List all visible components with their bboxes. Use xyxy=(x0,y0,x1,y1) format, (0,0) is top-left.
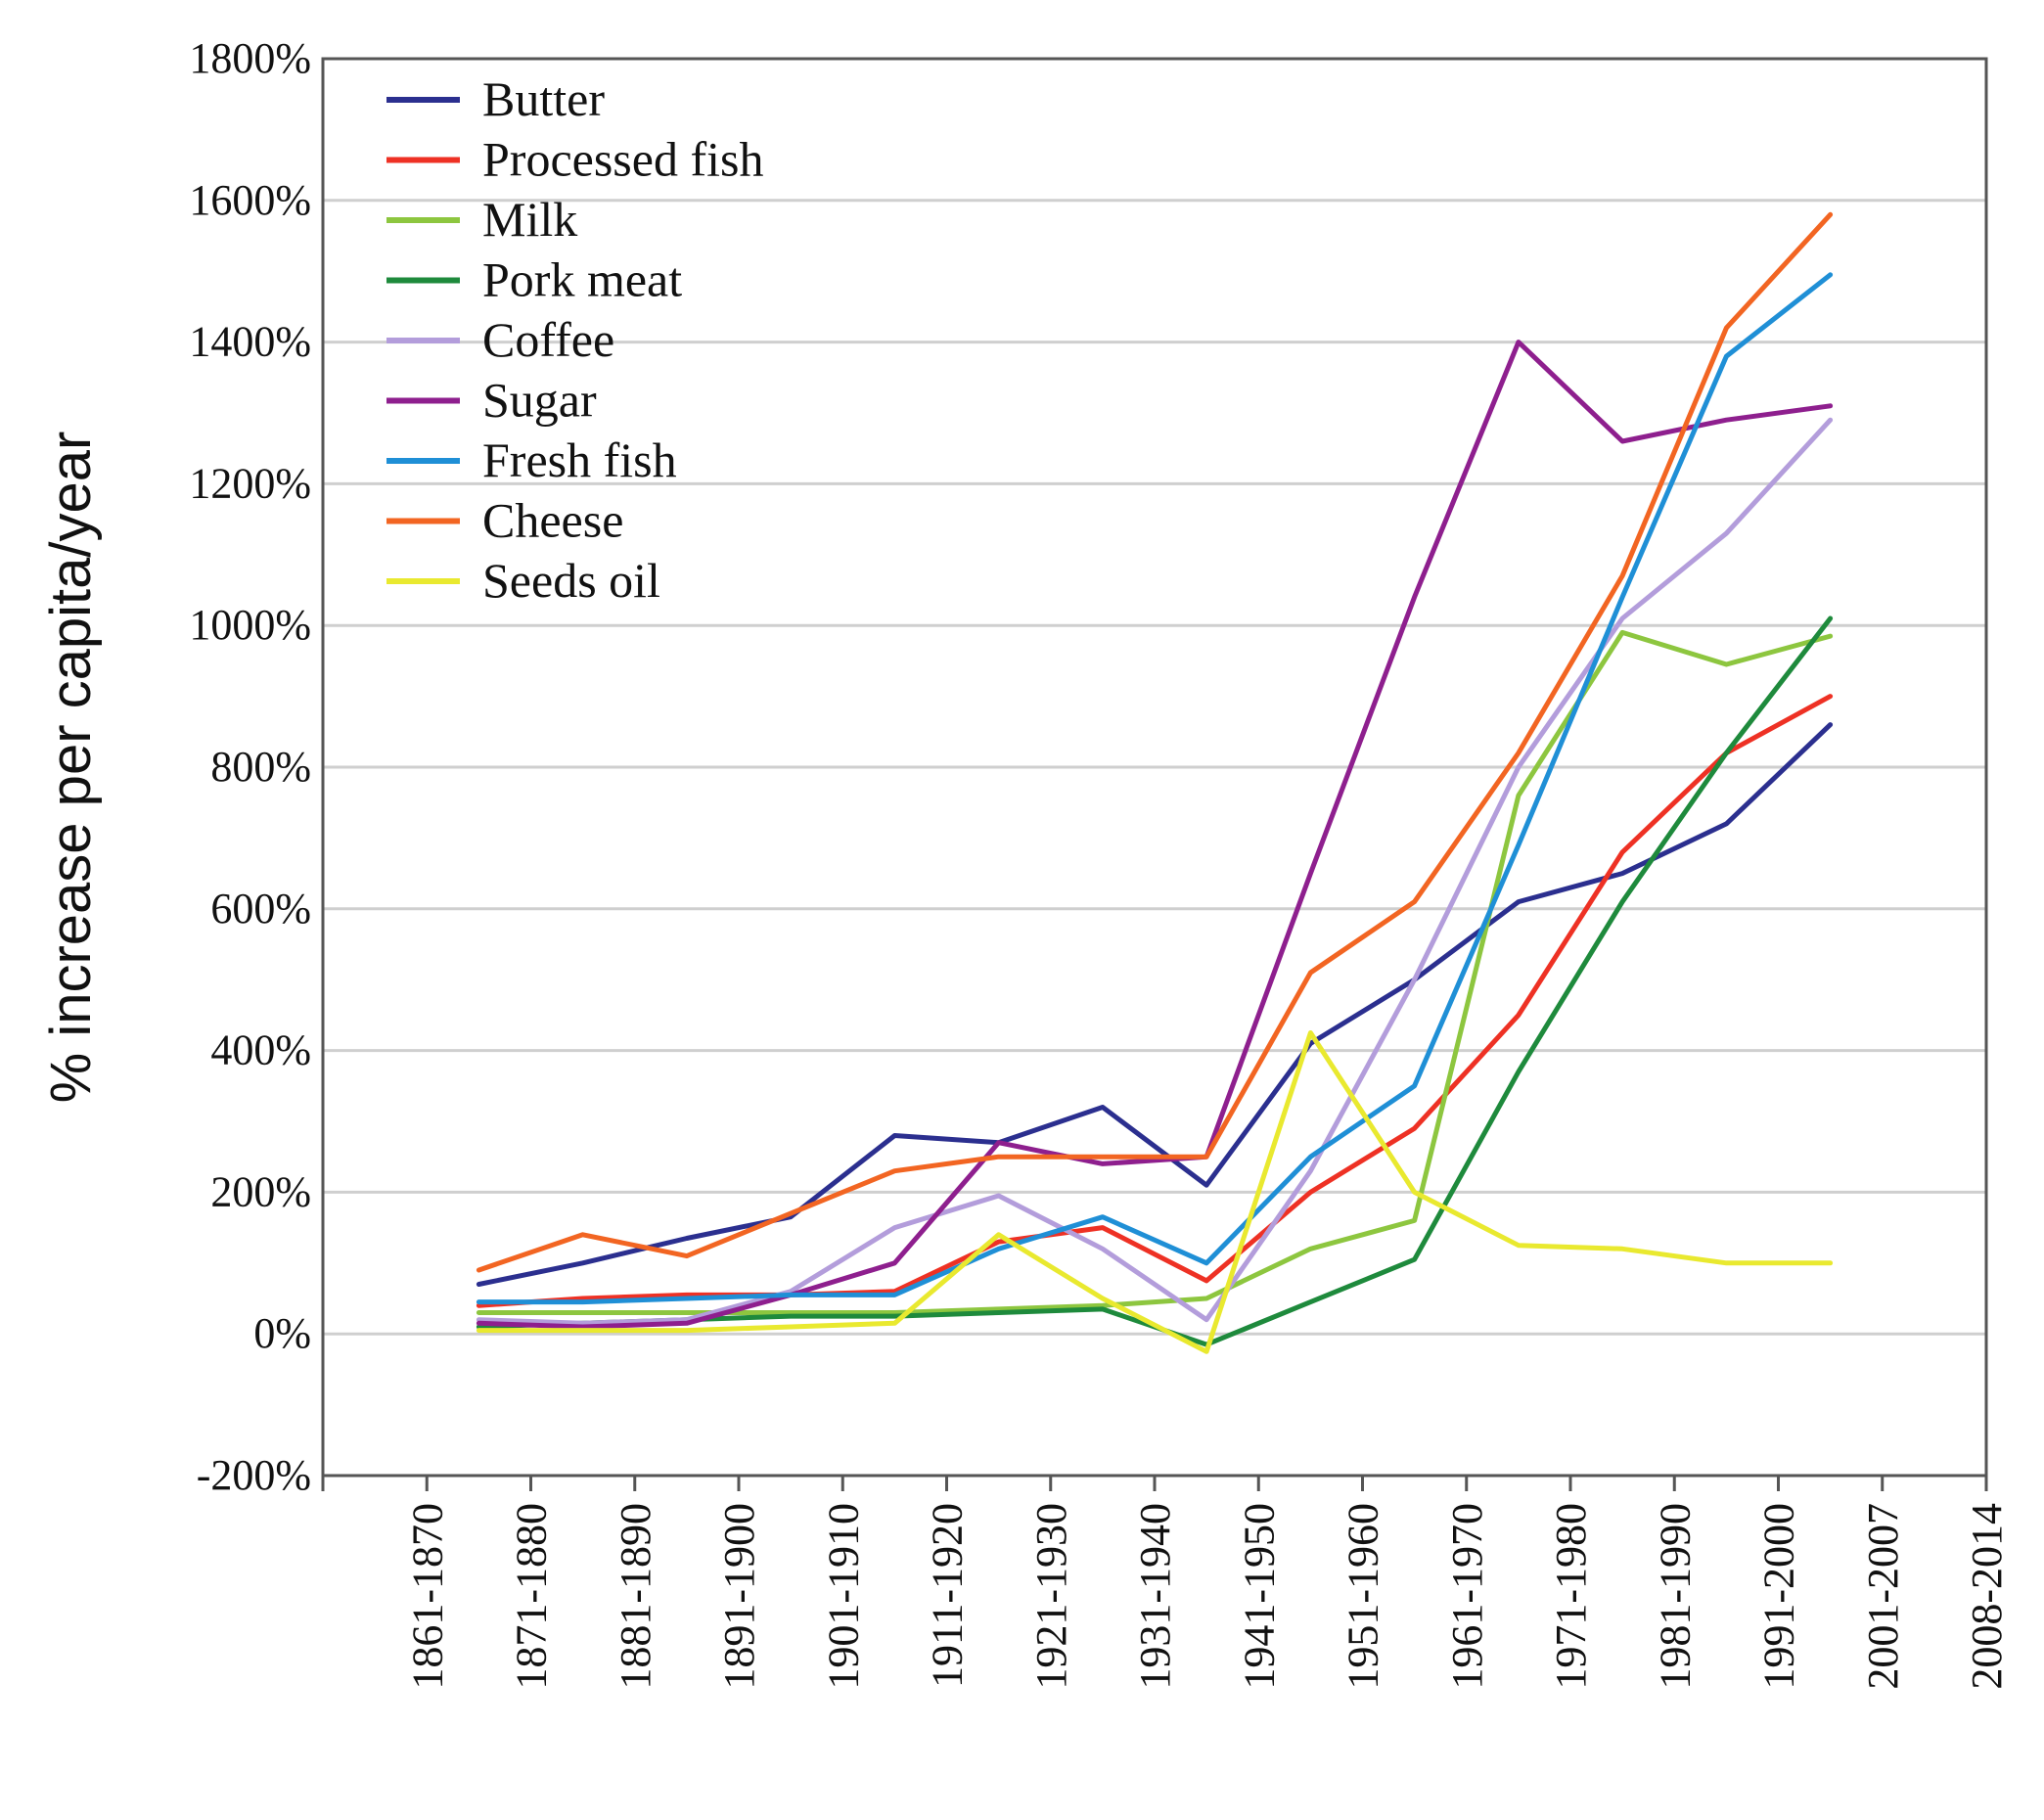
y-tick-label: 0% xyxy=(253,1309,311,1357)
series-line-fresh-fish xyxy=(476,272,1834,1305)
x-tick-label-2001-2007: 2001-2007 xyxy=(1859,1503,1907,1690)
x-tick-label-1861-1870: 1861-1870 xyxy=(403,1503,451,1690)
legend-label-cheese: Cheese xyxy=(482,493,623,548)
x-axis-ticks xyxy=(321,1476,1988,1491)
y-tick-label: 1000% xyxy=(189,601,311,649)
y-tick-label: 1200% xyxy=(189,459,311,507)
y-tick-label: 1400% xyxy=(189,318,311,366)
legend-label-sugar: Sugar xyxy=(482,373,597,428)
series-line-sugar xyxy=(476,340,1834,1330)
series-line-processed-fish xyxy=(476,694,1834,1308)
x-tick-label-1921-1930: 1921-1930 xyxy=(1027,1503,1075,1690)
legend-label-pork-meat: Pork meat xyxy=(482,252,682,307)
legend-label-butter: Butter xyxy=(482,71,605,126)
x-tick-label-1901-1910: 1901-1910 xyxy=(819,1503,867,1690)
legend-label-coffee: Coffee xyxy=(482,312,614,367)
series-line-cheese xyxy=(476,211,1834,1273)
y-tick-label: 400% xyxy=(210,1026,311,1074)
series-line-seeds-oil xyxy=(476,1030,1834,1354)
y-axis-tick-labels: -200% 0% 200% 400% 600% 800% 1000% 1200% 1400% 16… xyxy=(189,34,311,1499)
x-tick-label-1991-2000: 1991-2000 xyxy=(1755,1503,1803,1690)
y-tick-label: 1600% xyxy=(189,176,311,224)
x-tick-label-1961-1970: 1961-1970 xyxy=(1443,1503,1491,1690)
x-tick-label-1871-1880: 1871-1880 xyxy=(508,1503,556,1690)
x-tick-label-1931-1940: 1931-1940 xyxy=(1131,1503,1179,1690)
x-tick-label-1951-1960: 1951-1960 xyxy=(1340,1503,1387,1690)
x-axis-tick-labels: 1861-1870 1871-1880 1881-1890 1891-1900 1901… xyxy=(403,1503,2011,1690)
y-tick-label: 800% xyxy=(210,743,311,791)
legend-label-processed-fish: Processed fish xyxy=(482,132,763,187)
y-tick-label: -200% xyxy=(197,1451,311,1499)
y-tick-label: 1800% xyxy=(189,34,311,82)
x-tick-label-2008-2014: 2008-2014 xyxy=(1963,1503,2011,1690)
y-tick-label: 200% xyxy=(210,1167,311,1215)
legend-label-milk: Milk xyxy=(482,192,577,247)
legend-label-seeds-oil: Seeds oil xyxy=(482,553,660,608)
x-tick-label-1911-1920: 1911-1920 xyxy=(924,1503,972,1688)
y-axis-title: % increase per capita/year xyxy=(39,432,103,1104)
y-tick-label: 600% xyxy=(210,885,311,933)
x-tick-label-1881-1890: 1881-1890 xyxy=(612,1503,659,1690)
x-tick-label-1971-1980: 1971-1980 xyxy=(1547,1503,1595,1690)
x-tick-label-1941-1950: 1941-1950 xyxy=(1235,1503,1283,1690)
x-tick-label-1981-1990: 1981-1990 xyxy=(1651,1503,1699,1690)
legend-label-fresh-fish: Fresh fish xyxy=(482,432,677,487)
series-lines xyxy=(476,211,1834,1354)
x-tick-label-1891-1900: 1891-1900 xyxy=(715,1503,763,1690)
